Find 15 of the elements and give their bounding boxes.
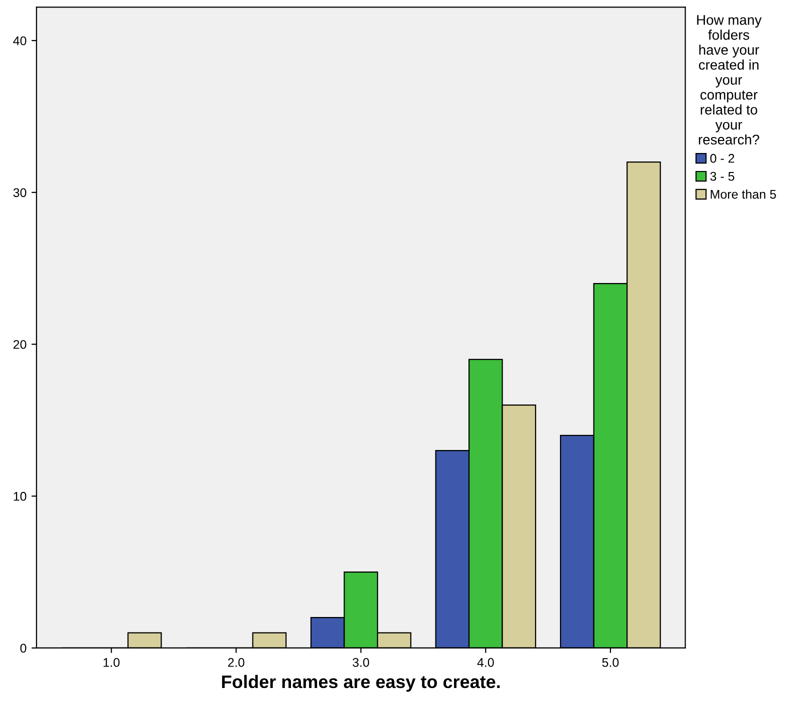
y-tick-label: 20 <box>14 340 26 349</box>
x-tick-label: 2.0 <box>228 658 244 667</box>
x-axis-title: Folder names are easy to create. <box>222 674 500 692</box>
x-tick-label: 4.0 <box>477 658 494 667</box>
x-tick-label: 5.0 <box>602 658 619 667</box>
y-tick-label: 30 <box>13 188 26 198</box>
text: How many folders have your created in your computer related to your research? <box>697 15 762 145</box>
y-tick-label: 0 <box>20 644 26 653</box>
legend-label: 0 - 2 <box>710 154 734 163</box>
legend-label: 3 - 5 <box>710 172 734 181</box>
y-tick-label: 10 <box>14 492 26 501</box>
x-tick-label: 1.0 <box>104 658 120 667</box>
legend-label: More than 5 <box>710 190 776 199</box>
y-tick-label: 40 <box>13 36 26 46</box>
x-tick-label: 3.0 <box>352 658 370 667</box>
